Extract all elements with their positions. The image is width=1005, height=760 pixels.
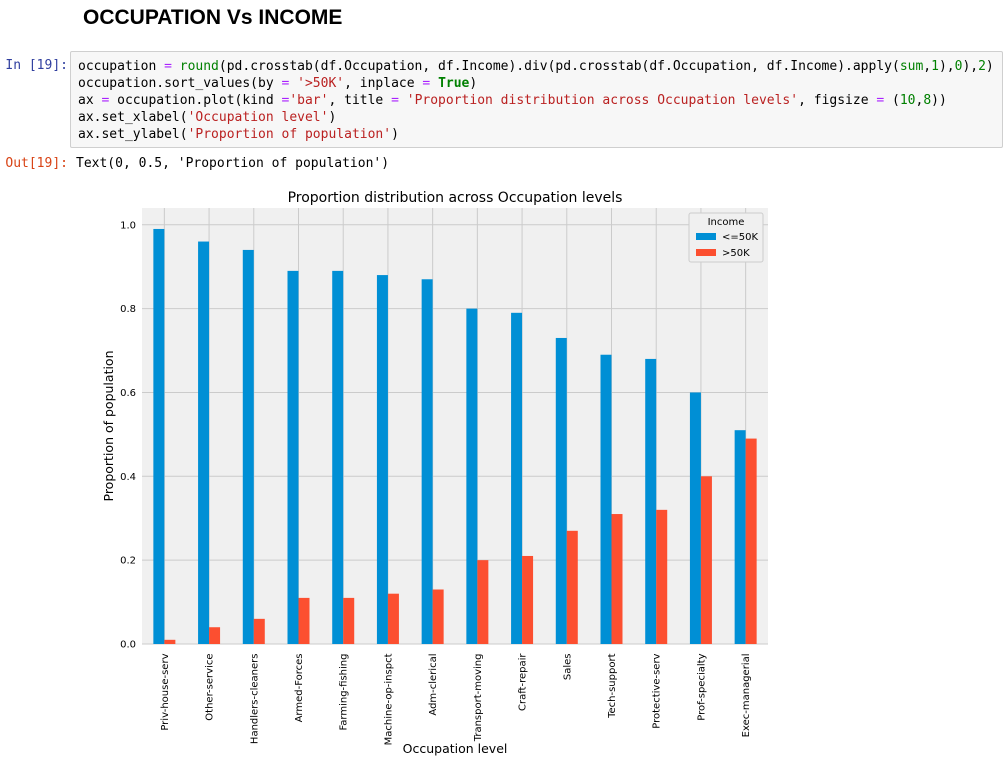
x-tick-label: Other-service (205, 654, 216, 721)
x-tick-label: Farming-fishing (339, 654, 350, 731)
x-tick-label: Handlers-cleaners (249, 654, 260, 745)
input-prompt: In [19]: (5, 58, 68, 73)
x-axis-label: Occupation level (403, 741, 508, 756)
chart-title: Proportion distribution across Occupatio… (288, 190, 623, 206)
bar-gt50k (656, 509, 668, 644)
x-tick-label: Prof-specialty (696, 653, 707, 720)
y-tick-label: 0.8 (120, 304, 136, 315)
code-line: occupation = round(pd.crosstab(df.Occupa… (78, 59, 994, 74)
bar-gt50k (566, 530, 578, 644)
bar-gt50k (522, 555, 534, 644)
bar-le50k (242, 249, 254, 644)
bar-gt50k (164, 639, 176, 644)
bar-le50k (287, 270, 299, 644)
notebook-heading: OCCUPATION Vs INCOME (83, 6, 343, 29)
bar-gt50k (387, 593, 399, 644)
plot-background (142, 208, 768, 644)
bar-chart: 0.0 0.2 0.4 0.6 0.8 1.0 Priv-house-serv Other-s… (101, 190, 768, 756)
bar-le50k (645, 358, 657, 644)
y-tick-label: 0.2 (120, 556, 136, 567)
code-line: ax.set_xlabel('Occupation level') (78, 110, 337, 125)
bar-le50k (153, 228, 165, 644)
bar-gt50k (477, 560, 489, 644)
y-tick-label: 0.0 (120, 640, 136, 651)
x-tick-label: Craft-repair (518, 653, 529, 711)
output-text: Text(0, 0.5, 'Proportion of population') (76, 156, 390, 171)
x-tick-label: Adm-clerical (428, 654, 439, 716)
code-line: ax.set_ylabel('Proportion of population'… (78, 127, 399, 142)
bar-le50k (466, 308, 478, 644)
legend-swatch (696, 233, 716, 240)
legend-swatch (696, 249, 716, 256)
legend-title: Income (708, 217, 745, 228)
bar-gt50k (298, 597, 310, 644)
bar-le50k (332, 270, 344, 644)
y-tick-label: 0.4 (120, 472, 136, 483)
bar-le50k (376, 275, 388, 644)
code-cell-editor[interactable]: occupation = round(pd.crosstab(df.Occupa… (70, 51, 1003, 148)
bar-gt50k (700, 476, 712, 644)
y-axis-label: Proportion of population (101, 350, 116, 501)
x-tick-label: Protective-serv (652, 653, 663, 728)
code-line: occupation.sort_values(by = '>50K', inpl… (78, 76, 478, 91)
bar-le50k (511, 312, 523, 644)
bar-gt50k (343, 597, 355, 644)
bar-le50k (198, 241, 210, 644)
x-tick-label: Exec-managerial (741, 654, 752, 738)
x-tick-label: Machine-op-inspct (383, 653, 394, 745)
x-tick-label: Priv-house-serv (160, 653, 171, 730)
bar-le50k (689, 392, 701, 644)
bar-gt50k (745, 438, 757, 644)
bar-le50k (421, 279, 433, 644)
y-tick-label: 1.0 (120, 220, 136, 231)
legend-label: >50K (722, 248, 750, 259)
x-tick-label: Tech-support (607, 653, 618, 718)
bar-le50k (600, 354, 612, 644)
code-line: ax = occupation.plot(kind ='bar', title … (78, 93, 947, 108)
bar-le50k (734, 430, 746, 644)
legend-label: <=50K (722, 232, 758, 243)
bar-gt50k (209, 627, 221, 644)
y-tick-label: 0.6 (120, 388, 136, 399)
bar-le50k (555, 337, 567, 644)
bar-gt50k (253, 618, 265, 644)
bar-gt50k (432, 589, 444, 644)
output-prompt: Out[19]: (5, 156, 68, 171)
bar-gt50k (611, 514, 623, 644)
x-tick-label: Armed-Forces (294, 654, 305, 723)
x-tick-label: Transport-moving (473, 654, 484, 743)
x-tick-label: Sales (562, 654, 573, 681)
